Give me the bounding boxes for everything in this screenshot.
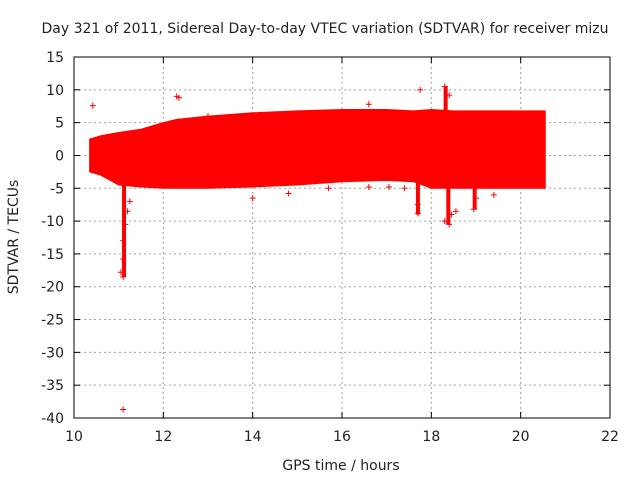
y-tick-label: -30 (41, 345, 64, 361)
data-point (122, 221, 129, 228)
data-point (414, 201, 421, 208)
data-point (89, 102, 96, 109)
data-point (117, 269, 124, 276)
data-spike (443, 86, 448, 111)
data-band (89, 109, 546, 189)
y-tick-label: -5 (50, 181, 64, 197)
data-point (441, 83, 448, 90)
data-point (490, 191, 497, 198)
y-tick-label: -15 (41, 247, 64, 263)
data-point (120, 256, 127, 263)
data-spike (122, 184, 127, 277)
data-point (365, 183, 372, 190)
data-spike (415, 180, 420, 215)
x-tick-label: 10 (65, 429, 83, 445)
y-tick-label: 10 (46, 83, 64, 99)
data-point (473, 195, 479, 202)
data-point (365, 101, 372, 108)
data-point (417, 86, 424, 93)
y-tick-label: 15 (46, 50, 64, 66)
data-point (414, 210, 421, 217)
y-tick-label: 5 (55, 116, 64, 132)
data-point (446, 92, 453, 99)
data-point (325, 185, 332, 192)
plot-area (89, 83, 546, 413)
x-tick-label: 18 (422, 429, 440, 445)
data-point (446, 221, 453, 228)
data-point (470, 206, 477, 213)
data-point (124, 208, 131, 215)
y-axis-label: SDTVAR / TECUs (6, 180, 22, 295)
data-point (205, 113, 211, 120)
data-point (120, 406, 127, 413)
data-point (441, 218, 448, 225)
data-point (120, 273, 127, 280)
data-point (126, 198, 133, 205)
x-tick-label: 14 (244, 429, 262, 445)
x-tick-label: 12 (154, 429, 172, 445)
x-tick-label: 20 (512, 429, 530, 445)
y-tick-label: 0 (55, 148, 64, 164)
data-point (285, 190, 292, 197)
y-tick-label: -35 (41, 378, 64, 394)
x-tick-label: 16 (333, 429, 351, 445)
data-point (452, 208, 459, 215)
chart-title: Day 321 of 2011, Sidereal Day-to-day VTE… (42, 21, 609, 37)
data-point (120, 237, 127, 244)
data-point (448, 211, 455, 218)
x-tick-label: 22 (601, 429, 619, 445)
data-point (385, 183, 392, 190)
x-axis: 10 12 14 16 18 20 22 (65, 57, 619, 445)
y-axis: 15 10 5 0 -5 -10 -15 -20 -25 -30 -35 -40 (41, 50, 610, 427)
y-tick-label: -25 (41, 313, 64, 329)
data-point (175, 94, 182, 101)
data-point (249, 195, 256, 202)
y-tick-label: -40 (41, 411, 64, 427)
y-tick-label: -20 (41, 280, 64, 296)
data-point (401, 185, 408, 192)
data-spike (446, 184, 451, 225)
x-axis-label: GPS time / hours (282, 458, 399, 474)
y-tick-label: -10 (41, 214, 64, 230)
